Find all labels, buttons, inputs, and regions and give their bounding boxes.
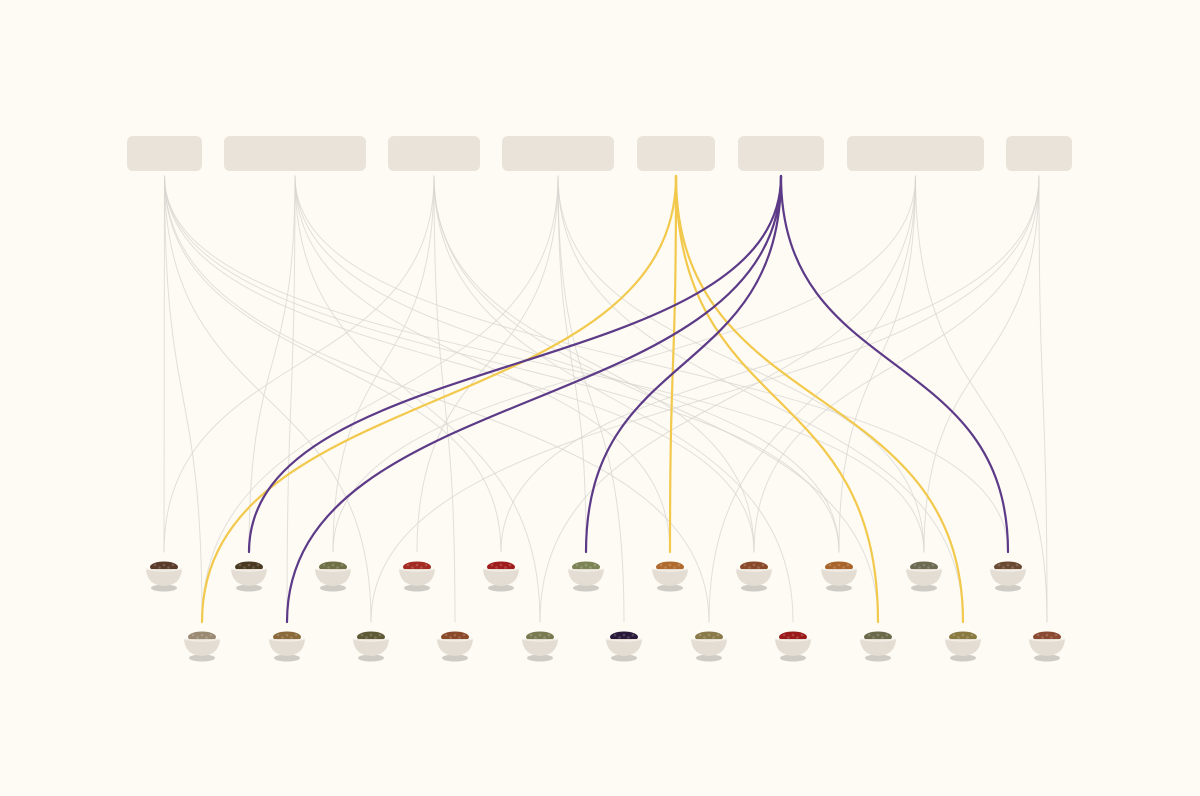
- spice-bowl-icon[interactable]: [314, 561, 352, 592]
- spice-bowl-icon[interactable]: [567, 561, 605, 592]
- spice-bowl-icon[interactable]: [482, 561, 520, 592]
- edge-default: [557, 175, 964, 623]
- edge-default: [433, 175, 879, 623]
- spice-bowl-icon[interactable]: [183, 631, 221, 662]
- spice-bowl-icon[interactable]: [690, 631, 728, 662]
- edge-default: [708, 175, 916, 623]
- edge-highlight-purple: [779, 174, 1010, 554]
- category-box-c5[interactable]: [738, 136, 824, 171]
- category-box-c3[interactable]: [502, 136, 614, 171]
- category-box-c6[interactable]: [847, 136, 984, 171]
- edge-default: [164, 175, 372, 623]
- category-row: [127, 136, 1072, 171]
- edge-default: [164, 175, 502, 553]
- edge-default: [332, 175, 916, 553]
- spice-bowl-icon[interactable]: [436, 631, 474, 662]
- edge-default: [201, 175, 559, 623]
- spice-bowl-icon[interactable]: [905, 561, 943, 592]
- edge-default: [915, 175, 1048, 623]
- spice-bowl-icon[interactable]: [398, 561, 436, 592]
- category-box-c4[interactable]: [637, 136, 715, 171]
- spice-bowl-icon[interactable]: [352, 631, 390, 662]
- edge-default: [294, 175, 1009, 553]
- edge-highlight-yellow: [674, 174, 965, 624]
- edge-default: [248, 175, 296, 553]
- spice-bowl-icon[interactable]: [651, 561, 689, 592]
- edges-default-layer: [163, 175, 1048, 623]
- edge-highlight-purple: [584, 174, 783, 554]
- edge-default: [416, 175, 559, 553]
- spice-bowl-icon[interactable]: [859, 631, 897, 662]
- edge-default: [753, 175, 1040, 553]
- edge-highlight-yellow: [668, 174, 678, 554]
- spice-bowl-icon[interactable]: [820, 561, 858, 592]
- edge-default: [164, 175, 840, 553]
- spice-bowl-icon[interactable]: [145, 561, 183, 592]
- edge-default: [433, 175, 456, 623]
- edge-highlight-purple: [247, 174, 783, 554]
- edge-default: [433, 175, 794, 623]
- edge-default: [163, 175, 165, 553]
- category-box-c1[interactable]: [224, 136, 366, 171]
- spice-bowl-grid: [145, 561, 1066, 662]
- edge-default: [923, 175, 1040, 553]
- edge-default: [163, 175, 435, 553]
- edge-default: [294, 175, 840, 553]
- edge-highlight-yellow: [674, 174, 880, 624]
- edge-default: [1038, 175, 1048, 623]
- edge-highlight-yellow: [200, 174, 678, 624]
- spice-bowl-icon[interactable]: [735, 561, 773, 592]
- category-box-c2[interactable]: [388, 136, 480, 171]
- edge-default: [164, 175, 203, 623]
- category-box-c7[interactable]: [1006, 136, 1072, 171]
- edge-default: [557, 175, 587, 553]
- category-box-c0[interactable]: [127, 136, 202, 171]
- spice-bowl-icon[interactable]: [989, 561, 1027, 592]
- spice-bowl-icon[interactable]: [944, 631, 982, 662]
- edge-default: [164, 175, 755, 553]
- edge-highlight-purple: [285, 174, 783, 624]
- edges-highlight-layer: [200, 174, 1010, 624]
- spice-bowl-icon[interactable]: [1028, 631, 1066, 662]
- spice-bowl-icon[interactable]: [605, 631, 643, 662]
- edge-default: [164, 175, 925, 553]
- edge-default: [557, 175, 625, 623]
- edge-default: [838, 175, 916, 553]
- edge-default: [370, 175, 1040, 623]
- spice-bowl-icon[interactable]: [774, 631, 812, 662]
- edge-default: [294, 175, 541, 623]
- spice-bowl-icon[interactable]: [268, 631, 306, 662]
- edge-default: [433, 175, 755, 553]
- spice-bowl-icon[interactable]: [230, 561, 268, 592]
- spice-bowl-icon[interactable]: [521, 631, 559, 662]
- edge-default: [557, 175, 925, 553]
- edge-default: [539, 175, 916, 623]
- edge-default: [332, 175, 435, 553]
- edge-default: [294, 175, 671, 553]
- edge-default: [286, 175, 296, 623]
